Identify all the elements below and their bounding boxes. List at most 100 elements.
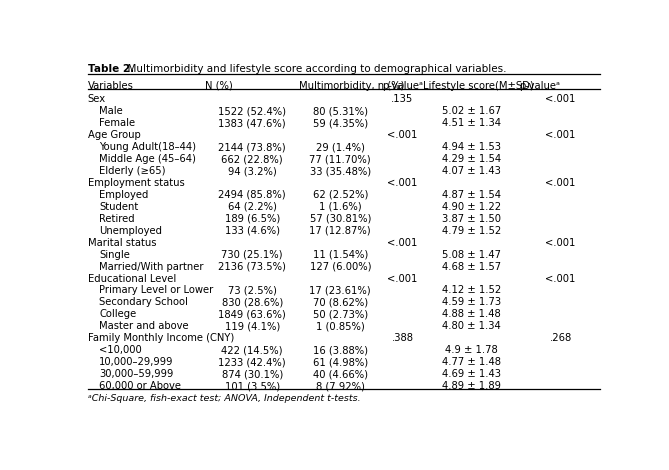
Text: 2494 (85.8%): 2494 (85.8%) [218,190,286,200]
Text: Primary Level or Lower: Primary Level or Lower [99,285,213,296]
Text: 1383 (47.6%): 1383 (47.6%) [218,118,286,128]
Text: 94 (3.2%): 94 (3.2%) [227,166,276,176]
Text: 4.69 ± 1.43: 4.69 ± 1.43 [442,369,501,379]
Text: 77 (11.70%): 77 (11.70%) [310,154,371,164]
Text: 1233 (42.4%): 1233 (42.4%) [218,357,286,367]
Text: <.001: <.001 [387,130,417,140]
Text: Student: Student [99,202,138,212]
Text: 80 (5.31%): 80 (5.31%) [313,106,368,117]
Text: Secondary School: Secondary School [99,298,188,307]
Text: 62 (2.52%): 62 (2.52%) [312,190,368,200]
Text: .268: .268 [549,333,572,343]
Text: <.001: <.001 [545,94,576,104]
Text: 422 (14.5%): 422 (14.5%) [221,345,283,355]
Text: 874 (30.1%): 874 (30.1%) [221,369,283,379]
Text: 127 (6.00%): 127 (6.00%) [310,262,371,272]
Text: 4.88 ± 1.48: 4.88 ± 1.48 [442,309,501,320]
Text: 70 (8.62%): 70 (8.62%) [312,298,368,307]
Text: 830 (28.6%): 830 (28.6%) [221,298,283,307]
Text: 17 (23.61%): 17 (23.61%) [310,285,371,296]
Text: Employed: Employed [99,190,149,200]
Text: <.001: <.001 [545,238,576,248]
Text: Middle Age (45–64): Middle Age (45–64) [99,154,196,164]
Text: Sex: Sex [88,94,106,104]
Text: 4.87 ± 1.54: 4.87 ± 1.54 [442,190,501,200]
Text: 10,000–29,999: 10,000–29,999 [99,357,174,367]
Text: 73 (2.5%): 73 (2.5%) [227,285,276,296]
Text: 17 (12.87%): 17 (12.87%) [310,226,371,236]
Text: 57 (30.81%): 57 (30.81%) [310,214,371,224]
Text: 1849 (63.6%): 1849 (63.6%) [218,309,286,320]
Text: <.001: <.001 [387,238,417,248]
Text: 119 (4.1%): 119 (4.1%) [225,321,280,331]
Text: <.001: <.001 [545,274,576,283]
Text: N (%): N (%) [205,81,233,91]
Text: Family Monthly Income (CNY): Family Monthly Income (CNY) [88,333,234,343]
Text: 29 (1.4%): 29 (1.4%) [316,142,365,152]
Text: 4.12 ± 1.52: 4.12 ± 1.52 [442,285,501,296]
Text: <.001: <.001 [387,178,417,188]
Text: 4.9 ± 1.78: 4.9 ± 1.78 [445,345,498,355]
Text: 101 (3.5%): 101 (3.5%) [225,381,280,391]
Text: Elderly (≥65): Elderly (≥65) [99,166,166,176]
Text: Age Group: Age Group [88,130,140,140]
Text: 33 (35.48%): 33 (35.48%) [310,166,371,176]
Text: p-valueᵃ: p-valueᵃ [519,81,560,91]
Text: 730 (25.1%): 730 (25.1%) [221,250,283,259]
Text: Master and above: Master and above [99,321,189,331]
Text: 3.87 ± 1.50: 3.87 ± 1.50 [442,214,501,224]
Text: Table 2.: Table 2. [88,63,134,74]
Text: Unemployed: Unemployed [99,226,162,236]
Text: 50 (2.73%): 50 (2.73%) [312,309,368,320]
Text: 662 (22.8%): 662 (22.8%) [221,154,283,164]
Text: 59 (4.35%): 59 (4.35%) [312,118,368,128]
Text: Employment status: Employment status [88,178,185,188]
Text: 61 (4.98%): 61 (4.98%) [312,357,368,367]
Text: 1522 (52.4%): 1522 (52.4%) [218,106,286,117]
Text: Young Adult(18–44): Young Adult(18–44) [99,142,196,152]
Text: 189 (6.5%): 189 (6.5%) [225,214,280,224]
Text: Single: Single [99,250,130,259]
Text: 4.59 ± 1.73: 4.59 ± 1.73 [442,298,501,307]
Text: 8 (7.92%): 8 (7.92%) [316,381,365,391]
Text: 4.79 ± 1.52: 4.79 ± 1.52 [442,226,501,236]
Text: 30,000–59,999: 30,000–59,999 [99,369,173,379]
Text: Female: Female [99,118,135,128]
Text: 64 (2.2%): 64 (2.2%) [227,202,276,212]
Text: Retired: Retired [99,214,135,224]
Text: Multimorbidity and lifestyle score according to demographical variables.: Multimorbidity and lifestyle score accor… [122,63,507,74]
Text: 60,000 or Above: 60,000 or Above [99,381,181,391]
Text: College: College [99,309,136,320]
Text: Married/With partner: Married/With partner [99,262,203,272]
Text: 4.89 ± 1.89: 4.89 ± 1.89 [442,381,501,391]
Text: 4.29 ± 1.54: 4.29 ± 1.54 [442,154,501,164]
Text: Male: Male [99,106,123,117]
Text: <.001: <.001 [545,178,576,188]
Text: .388: .388 [391,333,413,343]
Text: p-valueᵃ: p-valueᵃ [382,81,423,91]
Text: 4.94 ± 1.53: 4.94 ± 1.53 [442,142,501,152]
Text: <10,000: <10,000 [99,345,142,355]
Text: Lifestyle score(M±SD): Lifestyle score(M±SD) [423,81,534,91]
Text: Marital status: Marital status [88,238,157,248]
Text: 4.51 ± 1.34: 4.51 ± 1.34 [442,118,501,128]
Text: 40 (4.66%): 40 (4.66%) [313,369,368,379]
Text: 11 (1.54%): 11 (1.54%) [312,250,368,259]
Text: <.001: <.001 [545,130,576,140]
Text: 4.68 ± 1.57: 4.68 ± 1.57 [442,262,501,272]
Text: Multimorbidity, n (%): Multimorbidity, n (%) [299,81,404,91]
Text: 2136 (73.5%): 2136 (73.5%) [218,262,286,272]
Text: 16 (3.88%): 16 (3.88%) [313,345,368,355]
Text: Educational Level: Educational Level [88,274,176,283]
Text: 4.07 ± 1.43: 4.07 ± 1.43 [442,166,501,176]
Text: 5.02 ± 1.67: 5.02 ± 1.67 [442,106,501,117]
Text: 4.80 ± 1.34: 4.80 ± 1.34 [442,321,501,331]
Text: 4.90 ± 1.22: 4.90 ± 1.22 [442,202,501,212]
Text: 133 (4.6%): 133 (4.6%) [225,226,280,236]
Text: ᵃChi-Square, fish-exact test; ANOVA, Independent t-tests.: ᵃChi-Square, fish-exact test; ANOVA, Ind… [88,394,361,403]
Text: 1 (0.85%): 1 (0.85%) [316,321,365,331]
Text: 5.08 ± 1.47: 5.08 ± 1.47 [442,250,501,259]
Text: 4.77 ± 1.48: 4.77 ± 1.48 [442,357,501,367]
Text: Variables: Variables [88,81,134,91]
Text: 1 (1.6%): 1 (1.6%) [319,202,361,212]
